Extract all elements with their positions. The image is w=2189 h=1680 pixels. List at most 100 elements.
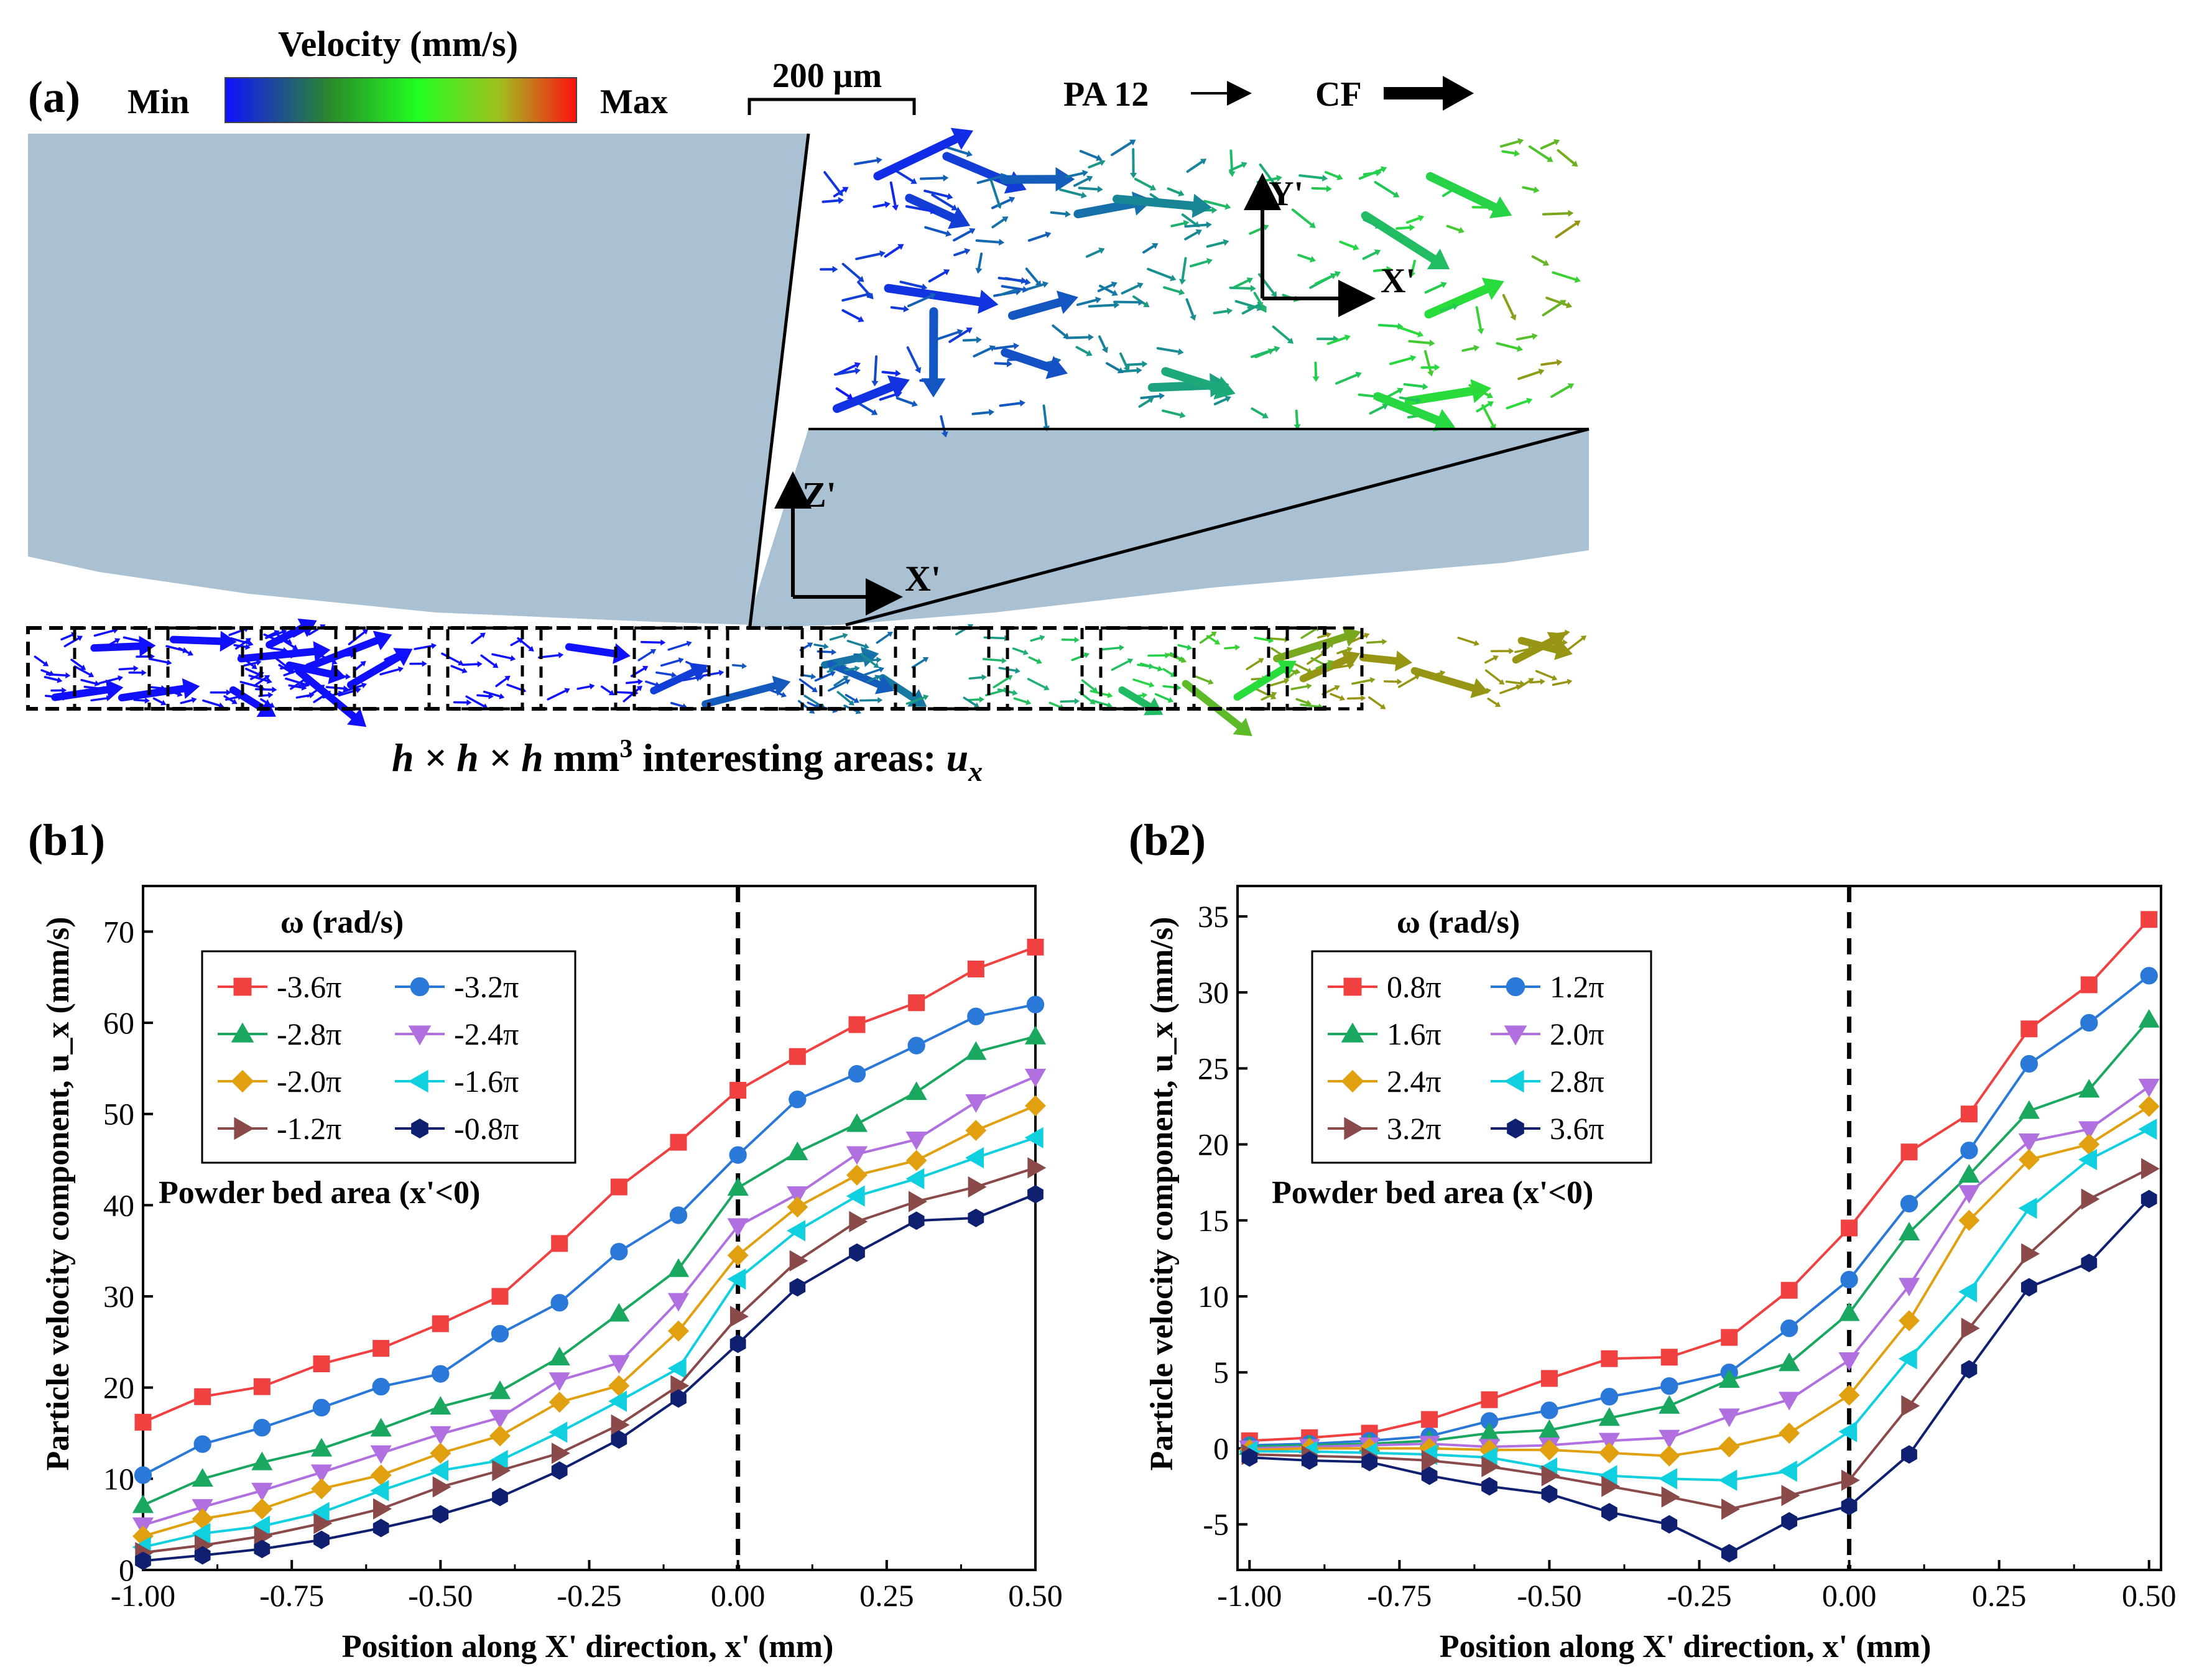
chart-b2: (b2) Particle velocity component, u_x (m…: [1129, 815, 2176, 1664]
velocity-arrowhead: [256, 659, 262, 666]
velocity-arrowhead: [267, 691, 274, 698]
velocity-arrow: [250, 673, 261, 680]
velocity-arrowhead: [1149, 184, 1157, 191]
chart-point: [1779, 1423, 1800, 1444]
velocity-arrowhead: [1019, 399, 1026, 407]
chart-point: [667, 1258, 690, 1277]
chart-point: [967, 960, 984, 977]
x-tick-label: -1.00: [111, 1578, 175, 1613]
velocity-arrow: [890, 306, 905, 310]
series-0.8π: [1241, 911, 2158, 1449]
velocity-arrow: [1261, 693, 1274, 701]
velocity-arrowhead: [226, 689, 231, 696]
legend-label: 1.2π: [1550, 969, 1604, 1004]
chart-point: [2138, 1008, 2160, 1028]
chart-point: [313, 1513, 333, 1535]
velocity-arrowhead: [1149, 663, 1154, 670]
velocity-arrowhead: [1542, 259, 1550, 266]
velocity-arrowhead: [1571, 160, 1578, 167]
velocity-arrowhead: [1361, 695, 1366, 701]
velocity-arrow: [1121, 284, 1140, 295]
velocity-arrow: [1272, 325, 1291, 342]
chart-point: [491, 1288, 509, 1305]
chart-point: [373, 1340, 390, 1357]
velocity-arrowhead: [945, 230, 952, 237]
velocity-arrowhead: [80, 664, 86, 670]
velocity-arrow: [991, 218, 1006, 229]
chart-point: [729, 1334, 746, 1354]
series-3.6π: [1241, 1189, 2157, 1562]
chart-point: [727, 1177, 749, 1196]
chart-point: [1421, 1466, 1438, 1485]
velocity-arrowhead: [895, 369, 901, 377]
interesting-area-box: [446, 626, 524, 711]
velocity-arrow: [989, 178, 1001, 205]
velocity-arrow: [1065, 336, 1090, 339]
velocity-arrowhead: [1213, 376, 1236, 400]
velocity-arrow: [905, 205, 932, 213]
velocity-arrow: [1246, 660, 1261, 670]
chart-b1: (b1) Particle velocity component, u_x (m…: [28, 815, 1063, 1664]
velocity-arrowhead: [264, 675, 271, 681]
chart-point: [551, 1235, 568, 1252]
chart-point: [610, 1178, 627, 1196]
velocity-arrow: [1163, 286, 1181, 293]
chart-point: [1504, 1025, 1527, 1046]
legend-label: -2.4π: [454, 1017, 519, 1051]
velocity-arrowhead: [830, 671, 836, 677]
panel-a-label: (a): [28, 72, 80, 122]
velocity-arrow: [798, 678, 815, 691]
velocity-arrow: [1315, 662, 1330, 670]
chart-point: [667, 1293, 690, 1312]
chart-point: [408, 1025, 432, 1046]
chart-point: [1898, 1278, 1920, 1297]
velocity-arrowhead: [858, 316, 864, 323]
velocity-arrow: [1229, 164, 1244, 172]
interesting-area-box: [1006, 626, 1084, 711]
velocity-arrow: [253, 676, 267, 687]
velocity-arrow: [1372, 268, 1389, 272]
velocity-arrowhead: [1440, 282, 1447, 288]
chart-point: [905, 1168, 925, 1189]
velocity-arrowhead: [281, 629, 287, 635]
velocity-arrowhead: [1074, 637, 1080, 644]
velocity-arrowhead: [355, 687, 361, 693]
velocity-arrowhead: [57, 676, 63, 683]
velocity-arrowhead: [1147, 397, 1154, 404]
chart-point: [1718, 1408, 1740, 1428]
velocity-arrow: [1111, 660, 1130, 671]
x-tick-label: 0.25: [859, 1578, 914, 1613]
velocity-arrowhead: [976, 336, 982, 344]
velocity-arrowhead: [118, 675, 124, 681]
chart-point: [1601, 1503, 1617, 1521]
velocity-arrowhead: [1086, 175, 1093, 182]
chart-point: [1507, 1119, 1524, 1138]
velocity-arrow: [1339, 241, 1356, 249]
series-line: [142, 1035, 1036, 1507]
chart-point: [846, 1113, 868, 1132]
velocity-arrow: [1075, 346, 1089, 354]
velocity-arrowhead: [876, 657, 882, 663]
chart-point: [370, 1480, 389, 1502]
chart-b1-annotation: Powder bed area (x'<0): [159, 1175, 480, 1211]
velocity-arrowhead: [1111, 281, 1118, 288]
chart-point: [194, 1546, 211, 1565]
velocity-arrowhead: [892, 205, 899, 211]
y-tick-label: 20: [103, 1370, 134, 1405]
velocity-arrow: [1126, 362, 1144, 366]
legend-label: 2.8π: [1550, 1064, 1604, 1099]
velocity-arrowhead: [910, 178, 917, 184]
velocity-arrowhead: [637, 678, 643, 685]
velocity-arrow: [667, 642, 688, 651]
velocity-arrowhead: [1013, 343, 1020, 350]
velocity-arrowhead: [1136, 367, 1142, 374]
velocity-arrowhead: [1083, 652, 1090, 658]
chart-point: [1024, 1068, 1047, 1087]
chart-point: [430, 1396, 451, 1415]
velocity-arrowhead: [564, 688, 570, 694]
velocity-arrowhead: [479, 632, 486, 639]
velocity-arrowhead: [325, 691, 331, 696]
chart-point: [1721, 1544, 1738, 1562]
velocity-arrowhead: [1349, 662, 1354, 669]
velocity-arrow: [280, 664, 295, 670]
